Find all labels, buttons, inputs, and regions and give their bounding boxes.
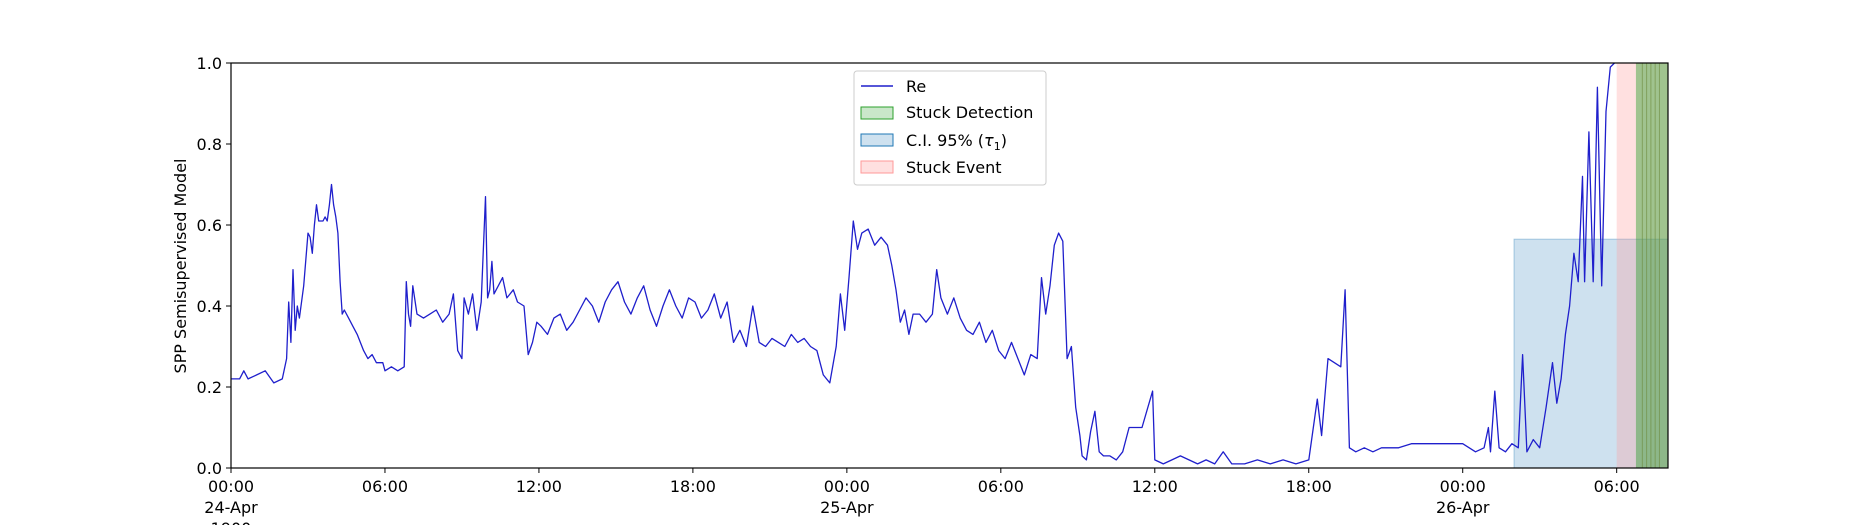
x-tick-label: 18:00	[670, 477, 716, 496]
legend-label-ci: C.I. 95% (τ1)	[906, 131, 1007, 153]
x-tick-label: 00:00	[824, 477, 870, 496]
legend-label-stuck-detection: Stuck Detection	[906, 103, 1033, 122]
x-tick-label: 18:00	[1286, 477, 1332, 496]
y-axis-title: SPP Semisupervised Model	[171, 159, 190, 374]
y-tick-label: 0.8	[197, 135, 222, 154]
legend-label-line: Re	[906, 77, 926, 96]
x-tick-date: 24-Apr	[204, 498, 258, 517]
x-tick-label: 00:00	[1440, 477, 1486, 496]
y-tick-label: 0.0	[197, 459, 222, 478]
x-tick-date: 25-Apr	[820, 498, 874, 517]
x-tick-label: 12:00	[1132, 477, 1178, 496]
y-tick-label: 1.0	[197, 54, 222, 73]
x-tick-label: 12:00	[516, 477, 562, 496]
y-tick-label: 0.4	[197, 297, 222, 316]
legend-swatch-stuck-detection	[860, 106, 894, 120]
series-line-re	[231, 62, 1615, 465]
x-tick-date: 26-Apr	[1436, 498, 1490, 517]
y-tick-label: 0.6	[197, 216, 222, 235]
legend-swatch-stuck-event	[860, 160, 894, 174]
x-tick-label: 06:00	[362, 477, 408, 496]
x-axis: 00:00 24-Apr 1900 06:00 12:00 18:00 00:00 25-Ap…	[204, 468, 1640, 525]
x-tick-label: 00:00	[208, 477, 254, 496]
regions-layer	[1513, 63, 1669, 469]
y-axis: 0.0 0.2 0.4 0.6 0.8 1.0	[197, 54, 231, 478]
plot-frame	[230, 62, 1669, 469]
x-tick-label: 06:00	[978, 477, 1024, 496]
stuck-detection-region	[1635, 63, 1668, 468]
x-tick-label: 06:00	[1594, 477, 1640, 496]
legend-box	[853, 70, 1047, 186]
y-tick-label: 0.2	[197, 378, 222, 397]
x-tick-year: 1900	[211, 519, 252, 525]
legend-label-stuck-event: Stuck Event	[906, 158, 1002, 177]
legend: Re Stuck Detection C.I. 95% (τ1) Stuck E…	[853, 70, 1047, 186]
legend-swatch-ci	[860, 133, 894, 147]
series-layer	[231, 62, 1615, 465]
